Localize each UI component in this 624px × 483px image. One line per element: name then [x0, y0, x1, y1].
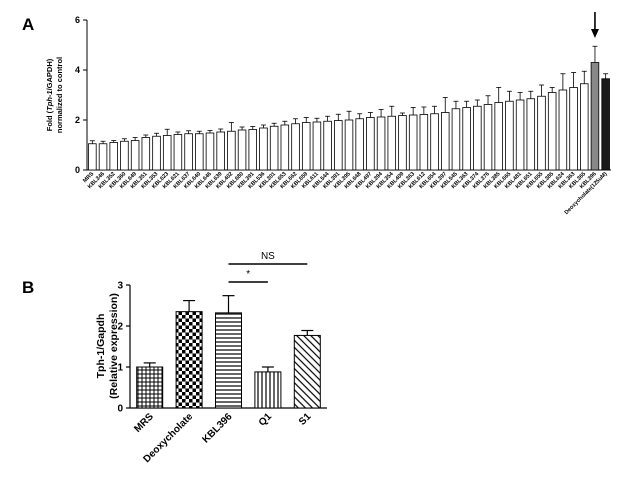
- chart-a-bar: [376, 116, 386, 171]
- chart-a-bar: [526, 98, 536, 171]
- chart-a-ylabel-line1: Fold (Tph-1/GAPDH): [45, 58, 54, 131]
- chart-a-bar: [537, 95, 546, 171]
- chart-b-ytick-label: 3: [117, 281, 123, 292]
- chart-a-bar: [173, 134, 183, 171]
- chart-a-bar: [88, 143, 97, 171]
- chart-a-bar: [558, 89, 568, 171]
- chart-a-bar: [366, 117, 375, 171]
- chart-a-bar: [580, 83, 589, 171]
- chart-a-bar: [205, 132, 215, 171]
- chart-a-bar: [237, 129, 247, 171]
- chart-a-bar: [184, 133, 193, 171]
- chart-a-ylabel-line2: normalized to control: [55, 57, 64, 133]
- chart-a-bar: [462, 107, 471, 171]
- chart-b-ytick-label: 2: [117, 322, 123, 333]
- chart-b-bar: [293, 334, 321, 409]
- chart-a-bar: [483, 104, 493, 171]
- chart-a-bar: [505, 100, 514, 171]
- chart-a-bar: [398, 115, 407, 171]
- chart-a-bar: [440, 112, 450, 171]
- chart-a-bar: [130, 140, 140, 171]
- chart-b-category-label: Q1: [257, 411, 275, 429]
- chart-b-category-label: KBL396: [201, 411, 235, 445]
- significance-label: *: [246, 269, 250, 280]
- chart-b-bar: [254, 371, 282, 409]
- chart-a-bar: [216, 131, 225, 171]
- chart-a-bar: [291, 123, 300, 171]
- chart-a-bar: [152, 135, 161, 171]
- chart-a-bar: [601, 78, 610, 171]
- chart-a-bar: [227, 130, 236, 171]
- chart-a-bar: [259, 127, 268, 171]
- chart-a-ytick-label: 2: [75, 115, 80, 125]
- chart-a: Fold (Tph-1/GAPDH) normalized to control…: [45, 12, 611, 216]
- chart-a-bar: [569, 87, 578, 171]
- chart-a-bar: [280, 124, 290, 171]
- chart-a-bar: [109, 142, 118, 171]
- arrow-annotation-head: [590, 29, 599, 38]
- chart-b-category-label: MRS: [132, 411, 156, 435]
- chart-a-bar: [355, 118, 364, 171]
- chart-a-bar: [547, 92, 557, 171]
- chart-a-bar: [98, 143, 108, 171]
- chart-a-bar: [473, 105, 482, 171]
- chart-a-bar: [408, 114, 418, 171]
- chart-b-category-label: S1: [297, 411, 314, 428]
- chart-b-ylabel-line1: Tph-1/Gapdh: [95, 314, 107, 379]
- panel-b-label: B: [22, 278, 34, 297]
- chart-b-ytick-label: 0: [117, 404, 123, 415]
- chart-b: Tph-1/Gapdh (Relative expression) 0 1 2 3 MR…: [95, 251, 327, 465]
- chart-a-bar: [515, 99, 525, 171]
- chart-a-bar: [387, 115, 397, 171]
- chart-a-bar: [344, 119, 354, 171]
- chart-a-bar: [419, 114, 429, 171]
- chart-a-ytick-label: 4: [75, 65, 80, 75]
- chart-a-ytick-label: 0: [75, 165, 80, 175]
- chart-b-ytick-label: 1: [117, 363, 123, 374]
- chart-b-bar: [175, 311, 203, 409]
- chart-a-bar: [301, 122, 311, 171]
- chart-b-bar: [215, 312, 242, 409]
- chart-a-bar: [494, 102, 503, 171]
- chart-a-bar: [323, 120, 332, 171]
- chart-a-bar: [312, 121, 322, 171]
- significance-label: NS: [261, 251, 275, 262]
- chart-b-bar: [136, 366, 164, 409]
- chart-a-bar: [334, 120, 343, 171]
- chart-a-ytick-label: 6: [75, 15, 80, 25]
- chart-a-bar: [269, 125, 279, 171]
- panel-a-label: A: [22, 15, 34, 34]
- chart-a-bar: [430, 113, 439, 171]
- chart-a-bar: [195, 133, 204, 171]
- chart-a-bar: [141, 137, 151, 171]
- chart-a-bar: [590, 62, 600, 171]
- chart-b-ylabel-line2: (Relative expression): [108, 293, 120, 399]
- chart-a-bar: [451, 108, 461, 171]
- chart-a-bar: [162, 135, 172, 171]
- chart-a-bar: [248, 129, 258, 171]
- chart-a-bar: [120, 140, 129, 171]
